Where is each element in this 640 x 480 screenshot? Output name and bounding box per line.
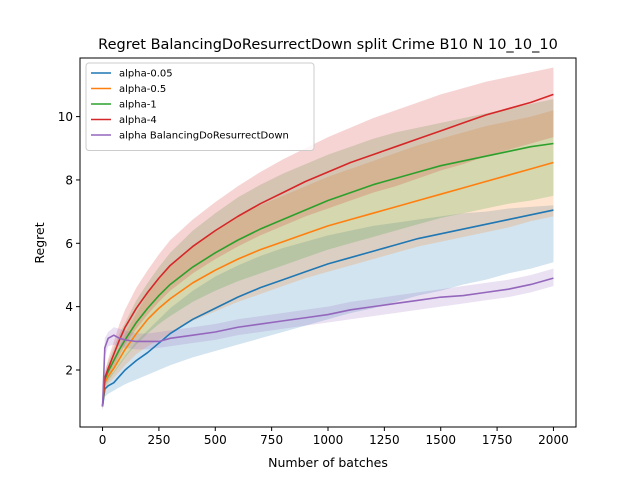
- x-tick-label: 1500: [425, 433, 456, 447]
- y-axis-label: Regret: [32, 222, 47, 263]
- x-tick-label: 1750: [482, 433, 513, 447]
- line-alpha-1: [101, 142, 554, 407]
- band-alpha-0-5: [102, 110, 554, 410]
- x-axis-label: Number of batches: [268, 455, 388, 470]
- band-alpha-4: [102, 67, 554, 410]
- y-tick-label: 6: [65, 237, 73, 251]
- x-tick-label: 1250: [369, 433, 400, 447]
- line-alpha-0-05: [101, 209, 554, 407]
- y-tick-label: 4: [65, 300, 73, 314]
- line-alpha-4: [101, 93, 554, 407]
- x-axis: 0 250 500 750 1000 1250 1500 1750 2000: [99, 427, 569, 447]
- x-tick-label: 1000: [313, 433, 344, 447]
- y-tick-label: 10: [58, 110, 73, 124]
- legend-box: [85, 62, 315, 151]
- line-alpha-0-5: [101, 161, 554, 407]
- legend-label-alpha-4: alpha-4: [119, 115, 157, 126]
- x-tick-label: 2000: [538, 433, 569, 447]
- legend-label-alpha-balancingdoresurrectdown: alpha BalancingDoResurrectDown: [119, 131, 289, 142]
- x-tick-label: 750: [260, 433, 283, 447]
- x-tick-label: 250: [147, 433, 170, 447]
- band-alpha-balancingdoresurrectdown: [102, 268, 554, 412]
- band-alpha-0-05: [102, 205, 554, 410]
- y-tick-label: 2: [65, 363, 73, 377]
- band-alpha-1: [102, 99, 554, 410]
- y-tick-label: 8: [65, 173, 73, 187]
- x-tick-label: 500: [204, 433, 227, 447]
- x-tick-label: 0: [99, 433, 107, 447]
- legend-label-alpha-0-05: alpha-0.05: [119, 69, 173, 80]
- legend: alpha-0.05 alpha-0.5 alpha-1 alpha-4 alpha B…: [85, 62, 315, 151]
- y-axis: 2 4 6 8 10: [58, 110, 80, 377]
- plot-area: [101, 67, 554, 412]
- legend-label-alpha-1: alpha-1: [119, 100, 157, 111]
- line-alpha-balancingdoresurrectdown: [101, 277, 554, 407]
- legend-label-alpha-0-5: alpha-0.5: [119, 84, 166, 95]
- chart-title: Regret BalancingDoResurrectDown split Cr…: [98, 37, 558, 53]
